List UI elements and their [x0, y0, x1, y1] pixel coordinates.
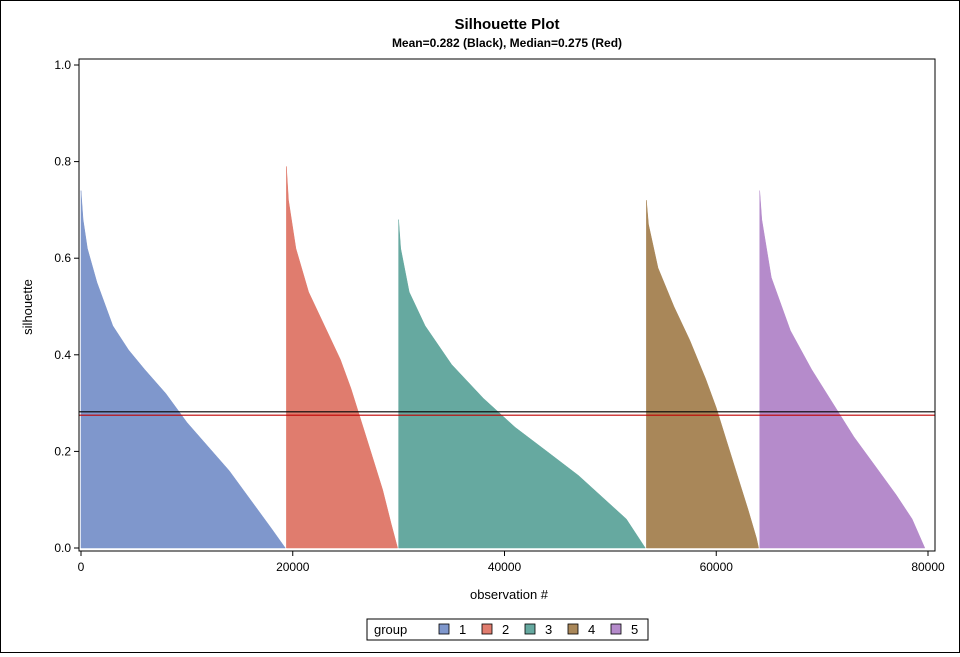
- x-axis-label: observation #: [470, 587, 549, 602]
- series-area-group-3: [398, 219, 646, 549]
- series-area-group-2: [286, 166, 398, 549]
- y-tick-label: 0.8: [54, 155, 71, 169]
- legend-swatch-group-1: [438, 623, 450, 635]
- x-tick-label: 60000: [700, 560, 734, 574]
- legend-swatch-group-4: [567, 623, 579, 635]
- y-tick-label: 0.6: [54, 251, 71, 265]
- plot-area: [78, 58, 936, 552]
- legend-label-group-4: 4: [588, 622, 595, 637]
- y-axis: 0.0 0.2 0.4 0.6 0.8 1.0: [54, 58, 79, 555]
- legend-label-group-2: 2: [502, 622, 509, 637]
- legend-label-group-1: 1: [459, 622, 466, 637]
- x-axis: 0 20000 40000 60000 80000: [78, 551, 945, 574]
- x-tick-label: 40000: [488, 560, 522, 574]
- y-tick-label: 1.0: [54, 58, 71, 72]
- x-tick-label: 20000: [276, 560, 310, 574]
- legend-label-group-3: 3: [545, 622, 552, 637]
- y-tick-label: 0.2: [54, 444, 71, 458]
- y-tick-label: 0.0: [54, 541, 71, 555]
- legend-label-group-5: 5: [631, 622, 638, 637]
- x-tick-label: 0: [78, 560, 85, 574]
- y-tick-label: 0.4: [54, 348, 71, 362]
- reference-lines: [79, 411, 935, 416]
- y-axis-label: silhouette: [20, 279, 35, 335]
- legend: group 1 2 3 4 5: [366, 618, 649, 641]
- series-area-group-5: [759, 190, 926, 549]
- legend-swatch-group-5: [610, 623, 622, 635]
- legend-title: group: [374, 622, 407, 637]
- chart-subtitle: Mean=0.282 (Black), Median=0.275 (Red): [392, 36, 622, 50]
- legend-swatch-group-2: [481, 623, 493, 635]
- x-tick-label: 80000: [911, 560, 945, 574]
- legend-swatch-group-3: [524, 623, 536, 635]
- series-area-group-1: [80, 190, 286, 549]
- series-layer: [80, 166, 926, 549]
- series-area-group-4: [646, 200, 759, 549]
- chart-title: Silhouette Plot: [455, 16, 560, 33]
